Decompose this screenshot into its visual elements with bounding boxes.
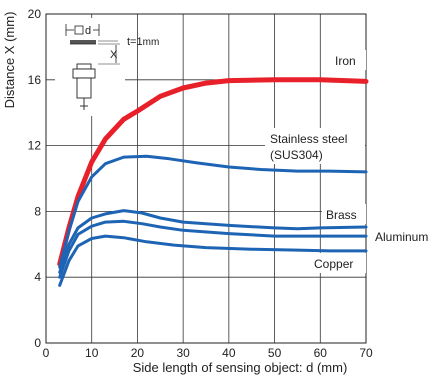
inset-d-label: d — [85, 25, 91, 37]
inset-x-label: X — [110, 49, 118, 61]
series-label-stainless: Stainless steel — [270, 132, 347, 146]
y-tick-labels: 0 4 8 12 16 20 — [28, 7, 42, 350]
inset-t-label: t=1mm — [127, 36, 159, 48]
metal-plate-icon — [70, 40, 96, 44]
x-tick-label: 40 — [222, 346, 236, 360]
series-label-iron: Iron — [335, 54, 356, 68]
series-line-iron — [57, 77, 369, 267]
x-tick-labels: 0 10 20 30 40 50 60 70 — [43, 346, 373, 360]
y-axis-label: Distance X (mm) — [2, 12, 17, 109]
x-tick-label: 0 — [43, 346, 50, 360]
series-line-copper — [58, 234, 368, 287]
series-label-brass: Brass — [326, 208, 357, 222]
sensing-object-diagram: d t=1mm X — [55, 18, 159, 116]
proximity-sensor-icon — [72, 63, 96, 110]
y-tick-label: 20 — [28, 7, 42, 21]
x-tick-label: 50 — [268, 346, 282, 360]
series-line-aluminum — [58, 219, 368, 279]
y-tick-label: 0 — [34, 336, 41, 350]
series-line-brass — [58, 209, 368, 274]
x-tick-label: 60 — [314, 346, 328, 360]
series-lines — [57, 77, 369, 287]
x-axis-label: Side length of sensing object: d (mm) — [133, 360, 348, 375]
axes — [45, 13, 367, 344]
y-tick-label: 8 — [34, 204, 41, 218]
x-tick-label: 20 — [131, 346, 145, 360]
x-tick-label: 30 — [176, 346, 190, 360]
y-tick-label: 16 — [28, 73, 42, 87]
x-tick-label: 10 — [85, 346, 99, 360]
series-line-stainless-steel-sus304 — [58, 154, 368, 269]
series-label-aluminum: Aluminum — [375, 230, 428, 244]
x-tick-label: 70 — [359, 346, 373, 360]
y-tick-label: 12 — [28, 139, 42, 153]
series-label-sus304: (SUS304) — [270, 148, 323, 162]
plot-frame — [45, 13, 367, 344]
series-label-copper: Copper — [314, 257, 353, 271]
y-tick-label: 4 — [34, 270, 41, 284]
